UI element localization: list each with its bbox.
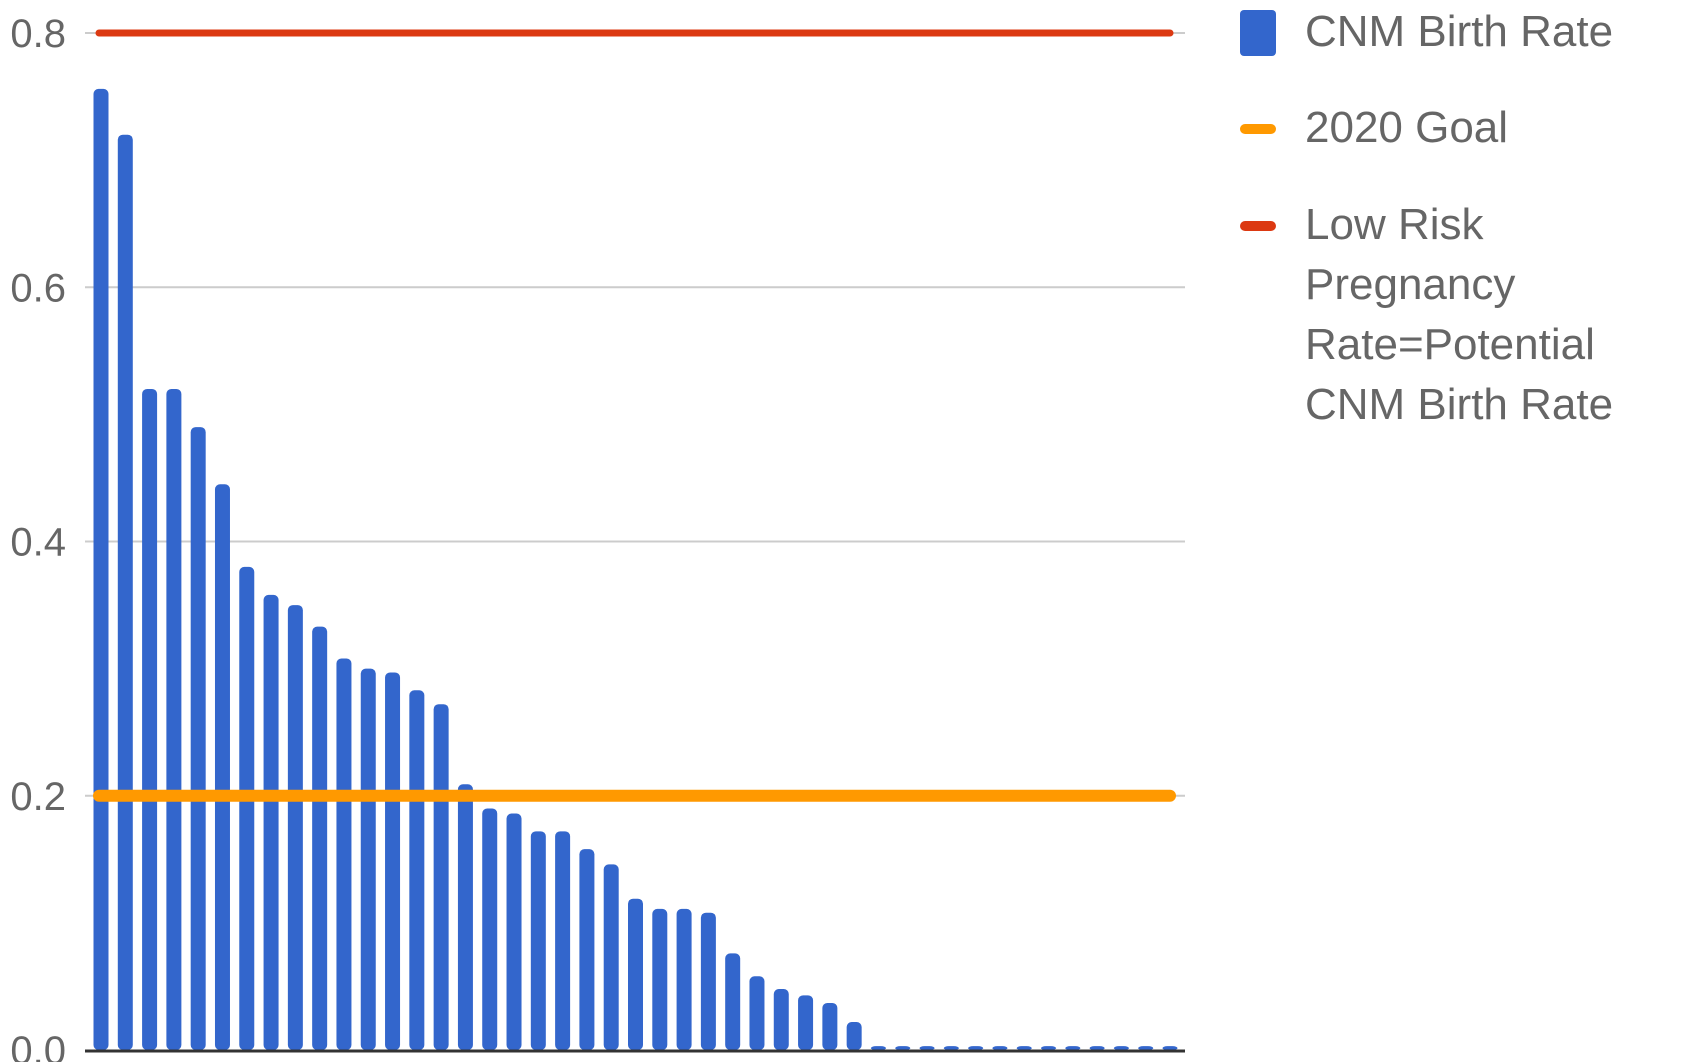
bar[interactable] (336, 658, 352, 1050)
bar[interactable] (1041, 1046, 1057, 1050)
reference-lines (93, 29, 1176, 802)
bar[interactable] (773, 988, 789, 1050)
bar[interactable] (239, 566, 255, 1050)
bar[interactable] (749, 976, 765, 1050)
bar[interactable] (287, 605, 303, 1050)
y-tick-label: 0.0 (10, 1029, 66, 1062)
bar[interactable] (360, 668, 376, 1050)
bar[interactable] (1162, 1046, 1178, 1050)
bar[interactable] (798, 995, 814, 1050)
legend-swatch-bar (1240, 10, 1276, 56)
bar[interactable] (190, 427, 206, 1050)
legend-item-2020-goal[interactable]: 2020 Goal (1240, 98, 1508, 158)
y-tick-label: 0.8 (10, 12, 66, 56)
bar[interactable] (117, 134, 133, 1050)
bar[interactable] (968, 1046, 984, 1050)
legend-label: Low Risk Pregnancy Rate=Potential CNM Bi… (1305, 200, 1614, 429)
bar[interactable] (870, 1046, 886, 1050)
bar[interactable] (142, 388, 158, 1050)
bar[interactable] (628, 898, 643, 1050)
bar[interactable] (603, 864, 619, 1050)
bar[interactable] (385, 672, 401, 1050)
y-tick-label: 0.2 (10, 775, 66, 819)
bar[interactable] (700, 912, 716, 1050)
bar[interactable] (555, 831, 571, 1050)
bar[interactable] (1089, 1046, 1105, 1050)
y-axis-ticks: 0.0 0.2 0.4 0.6 0.8 (10, 12, 66, 1062)
bar[interactable] (992, 1046, 1008, 1050)
bar[interactable] (312, 626, 328, 1050)
bar[interactable] (263, 594, 279, 1050)
bar[interactable] (506, 813, 522, 1050)
bar[interactable] (895, 1046, 911, 1050)
bar[interactable] (579, 849, 595, 1050)
bar[interactable] (166, 388, 182, 1050)
legend-label: CNM Birth Rate (1305, 7, 1614, 56)
bar[interactable] (409, 690, 425, 1050)
legend-swatch-line (1240, 124, 1276, 134)
bar[interactable] (1065, 1046, 1081, 1050)
bar[interactable] (1016, 1046, 1032, 1050)
bar[interactable] (943, 1046, 959, 1050)
bar[interactable] (214, 484, 230, 1050)
bar[interactable] (822, 1002, 838, 1050)
y-tick-label: 0.6 (10, 266, 66, 310)
legend-item-cnm-birth-rate[interactable]: CNM Birth Rate (1240, 2, 1613, 62)
bar[interactable] (530, 831, 546, 1050)
chart-plot: 0.0 0.2 0.4 0.6 0.8 (10, 12, 1185, 1062)
legend-label: 2020 Goal (1305, 103, 1509, 152)
y-tick-label: 0.4 (10, 521, 66, 565)
legend-item-low-risk-pregnancy-rate[interactable]: Low Risk Pregnancy Rate=Potential CNM Bi… (1240, 195, 1695, 435)
bar[interactable] (482, 808, 498, 1050)
bar[interactable] (919, 1046, 935, 1050)
bar[interactable] (93, 88, 109, 1050)
bar[interactable] (1138, 1046, 1154, 1050)
bar[interactable] (676, 908, 692, 1050)
bar[interactable] (433, 704, 449, 1050)
bar[interactable] (846, 1022, 862, 1050)
legend-swatch-line (1240, 221, 1276, 231)
bar[interactable] (652, 908, 668, 1050)
bar[interactable] (1113, 1046, 1129, 1050)
bar-series (93, 88, 1178, 1050)
bar[interactable] (457, 784, 473, 1050)
bar[interactable] (725, 953, 741, 1050)
